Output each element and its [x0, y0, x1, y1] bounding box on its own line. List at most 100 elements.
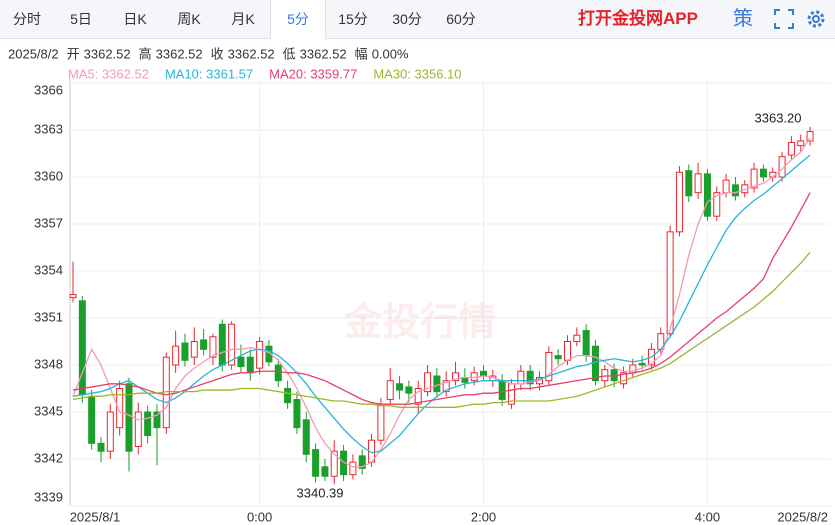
- info-label: 高: [139, 46, 152, 61]
- candle-body: [144, 411, 152, 436]
- candle-body: [330, 450, 338, 477]
- candle-body: [806, 131, 814, 142]
- legend-entry: MA30: 3356.10: [373, 66, 461, 81]
- tab[interactable]: 分时: [13, 11, 41, 27]
- candle-body: [321, 466, 329, 477]
- tab[interactable]: 5日: [70, 11, 92, 27]
- candle-body: [582, 330, 590, 357]
- max-annotation: 3363.20: [755, 110, 802, 125]
- info-value: 3362.52: [228, 46, 275, 61]
- candle-body: [452, 372, 460, 382]
- candle-body: [722, 179, 730, 194]
- info-date: 2025/8/2: [8, 46, 59, 61]
- candle-body: [573, 334, 581, 343]
- y-tick-label: 3345: [34, 403, 63, 418]
- candle-body: [69, 294, 77, 299]
- tab-bar: 分时 5日 日K 周K 月K 5分 15分 30分 60分: [0, 0, 835, 39]
- fullscreen-icon[interactable]: [773, 8, 795, 30]
- candle-body: [302, 419, 310, 455]
- info-label: 低: [283, 46, 296, 61]
- candle-body: [601, 369, 609, 382]
- candle-body: [106, 411, 114, 452]
- candle-body: [312, 449, 320, 477]
- candle-body: [340, 450, 348, 476]
- candle-body: [759, 168, 767, 178]
- x-tick-label: 2025/8/2: [777, 509, 828, 524]
- candle-body: [284, 388, 292, 404]
- candle-body: [377, 403, 385, 441]
- candle-body: [172, 345, 180, 366]
- x-tick-label: 0:00: [247, 509, 272, 524]
- candle-body: [274, 364, 282, 382]
- candle-body: [619, 372, 627, 385]
- candle-body: [386, 380, 394, 400]
- candle-body: [442, 380, 450, 393]
- info-value: 0.00%: [372, 46, 409, 61]
- settings-icon[interactable]: [805, 8, 827, 30]
- min-annotation: 3340.39: [297, 485, 344, 500]
- x-tick-label: 4:00: [695, 509, 720, 524]
- candle-body: [405, 386, 413, 394]
- candle-body: [116, 388, 124, 429]
- candle-body: [797, 140, 805, 147]
- candle-body: [153, 411, 161, 429]
- candle-body: [265, 345, 273, 363]
- candle-body: [563, 341, 571, 361]
- y-tick-label: 3360: [34, 168, 63, 183]
- tab[interactable]: 周K: [177, 11, 201, 27]
- y-tick-label: 3366: [34, 82, 63, 97]
- candle-body: [97, 442, 105, 452]
- ma-line: [72, 154, 811, 454]
- candle-body: [349, 461, 357, 476]
- y-tick-label: 3351: [34, 309, 63, 324]
- candle-body: [88, 395, 96, 444]
- candle-body: [78, 300, 86, 396]
- candle-body: [218, 323, 226, 366]
- candle-body: [498, 380, 506, 400]
- candle-body: [181, 342, 189, 361]
- y-tick-label: 3357: [34, 215, 63, 230]
- x-tick-label: 2:00: [471, 509, 496, 524]
- tab[interactable]: 月K: [231, 11, 255, 27]
- info-label: 幅: [355, 46, 368, 61]
- ma-line: [72, 137, 811, 468]
- candle-body: [787, 142, 795, 156]
- tab[interactable]: 5分: [270, 0, 326, 39]
- legend-entry: MA10: 3361.57: [165, 66, 253, 81]
- info-label: 收: [211, 46, 224, 61]
- candle-body: [713, 192, 721, 217]
- tab[interactable]: 30分: [392, 11, 422, 27]
- candle-body: [591, 345, 599, 382]
- candle-body: [638, 362, 646, 366]
- candle-body: [424, 372, 432, 393]
- info-value: 3362.52: [300, 46, 347, 61]
- info-value: 3362.52: [156, 46, 203, 61]
- plot: [69, 78, 830, 507]
- candle-body: [209, 336, 217, 358]
- candle-body: [414, 388, 422, 405]
- x-tick-label: 2025/8/1: [70, 509, 121, 524]
- app-link[interactable]: 打开金投网APP: [578, 9, 698, 28]
- candle-body: [545, 351, 553, 382]
- tab[interactable]: 60分: [446, 11, 476, 27]
- candle-body: [200, 339, 208, 350]
- candle-body: [433, 375, 441, 393]
- candle-body: [685, 170, 693, 197]
- tab[interactable]: 日K: [123, 11, 147, 27]
- candle-body: [228, 323, 236, 366]
- candle-body: [125, 383, 133, 452]
- candle-body: [480, 370, 488, 377]
- candle-body: [703, 173, 711, 217]
- candle-body: [517, 370, 525, 385]
- candle-body: [134, 411, 142, 447]
- info-label: 开: [67, 46, 80, 61]
- ma-line: [72, 192, 811, 405]
- candle-body: [731, 184, 739, 197]
- candle-body: [554, 355, 562, 360]
- candle-body: [237, 356, 245, 368]
- strategy-button[interactable]: 策: [733, 8, 753, 30]
- tab[interactable]: 15分: [338, 11, 368, 27]
- candle-body: [694, 173, 702, 194]
